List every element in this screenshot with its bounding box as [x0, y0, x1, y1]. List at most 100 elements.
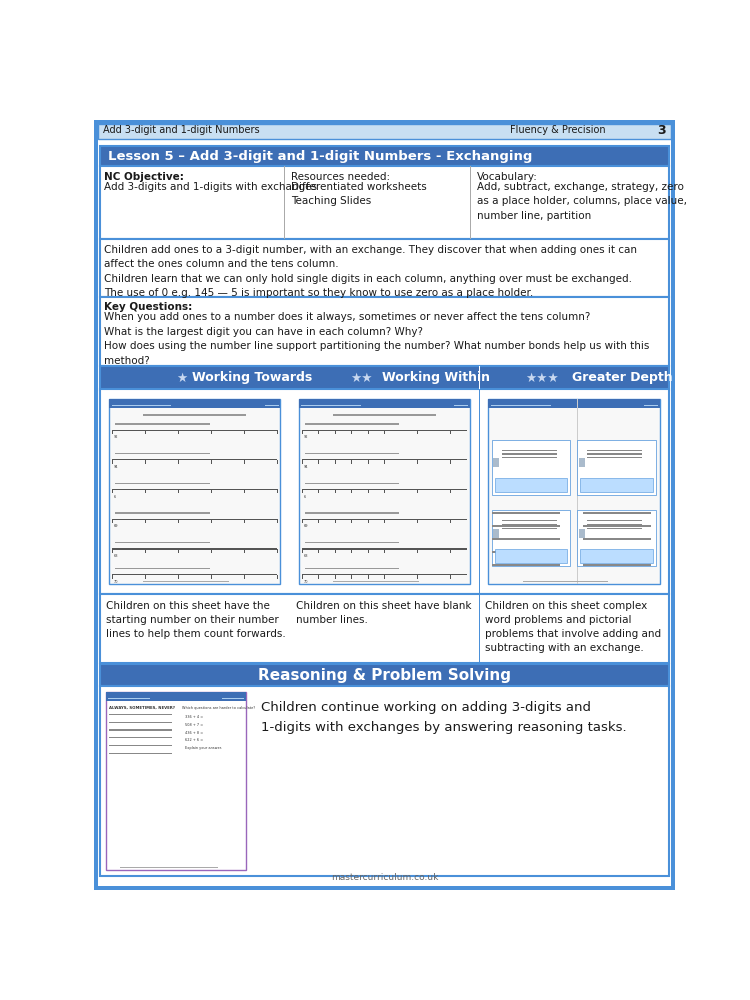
Bar [333, 414, 436, 416]
Text: ★★: ★★ [350, 371, 373, 384]
Bar [116, 542, 209, 543]
Text: 94: 94 [304, 465, 308, 469]
Bar [112, 489, 278, 490]
Text: 63: 63 [114, 554, 118, 558]
Bar [587, 528, 642, 529]
Text: Children on this sheet complex
word problems and pictorial
problems that involve: Children on this sheet complex word prob… [485, 601, 662, 653]
Bar [100, 686, 669, 876]
Bar [110, 399, 280, 584]
Bar [580, 478, 652, 492]
Bar [644, 405, 658, 406]
Bar [305, 568, 399, 569]
Bar [116, 423, 209, 425]
Bar [116, 483, 209, 484]
Text: 69: 69 [304, 524, 308, 528]
Bar [491, 525, 560, 527]
Text: 336 + 4 =: 336 + 4 = [185, 715, 203, 719]
Bar [305, 542, 399, 543]
Text: 508 + 7 =: 508 + 7 = [185, 723, 203, 727]
Text: Working Within: Working Within [382, 371, 490, 384]
Text: Children add ones to a 3-digit number, with an exchange. They discover that when: Children add ones to a 3-digit number, w… [104, 245, 637, 298]
Bar [298, 399, 470, 584]
Bar [502, 520, 556, 521]
Text: 92: 92 [114, 435, 118, 439]
Text: Explain your answer.: Explain your answer. [185, 746, 222, 750]
Bar [491, 564, 560, 566]
Bar [116, 453, 209, 454]
Bar [100, 664, 669, 686]
Bar [112, 405, 172, 406]
Bar [112, 548, 278, 550]
Text: 94: 94 [114, 465, 118, 469]
Bar [265, 405, 279, 406]
Text: Fluency & Precision: Fluency & Precision [510, 125, 605, 135]
Bar [100, 366, 669, 389]
Bar [479, 389, 480, 594]
Text: ★★★: ★★★ [525, 371, 559, 384]
Bar [479, 366, 480, 389]
Bar [112, 519, 278, 520]
Bar [577, 510, 656, 566]
Bar [223, 698, 244, 699]
Bar [305, 453, 399, 454]
Bar [502, 528, 556, 529]
Bar [454, 405, 468, 406]
Text: Children continue working on adding 3-digits and
1-digits with exchanges by answ: Children continue working on adding 3-di… [261, 701, 627, 734]
Text: ALWAYS, SOMETIMES, NEVER?: ALWAYS, SOMETIMES, NEVER? [110, 706, 176, 710]
Bar [302, 459, 466, 460]
Text: Greater Depth: Greater Depth [572, 371, 672, 384]
Bar [587, 457, 642, 458]
Bar [112, 574, 278, 575]
Bar [583, 525, 651, 527]
Bar [583, 512, 651, 514]
Text: 6: 6 [114, 495, 116, 499]
Bar [583, 564, 651, 566]
Bar [587, 524, 642, 525]
Bar [110, 399, 280, 408]
Text: Vocabulary:: Vocabulary: [476, 172, 538, 182]
Text: Add 3-digit and 1-digit Numbers: Add 3-digit and 1-digit Numbers [103, 125, 260, 135]
Text: 70: 70 [114, 580, 118, 584]
Bar [587, 520, 642, 521]
Bar [580, 549, 652, 563]
Bar [98, 124, 671, 139]
Bar [502, 524, 556, 525]
Bar [112, 430, 278, 431]
Bar [502, 450, 556, 451]
Bar [143, 414, 246, 416]
Text: mastercurriculum.co.uk: mastercurriculum.co.uk [331, 873, 438, 882]
Bar [109, 698, 150, 699]
Text: 3: 3 [658, 124, 666, 137]
Bar [583, 551, 651, 553]
Bar [110, 745, 172, 746]
Bar [302, 574, 466, 575]
Bar [106, 692, 246, 870]
Text: 622 + 6 =: 622 + 6 = [185, 738, 203, 742]
Bar [302, 548, 466, 550]
Text: 6: 6 [304, 495, 306, 499]
Bar [110, 722, 172, 723]
Bar [502, 457, 556, 458]
Bar [305, 483, 399, 484]
Bar [495, 549, 567, 563]
Bar [110, 729, 172, 731]
Text: Which questions are harder to calculate?: Which questions are harder to calculate? [182, 706, 255, 710]
Bar [491, 510, 570, 566]
Text: When you add ones to a number does it always, sometimes or never affect the tens: When you add ones to a number does it al… [104, 312, 650, 366]
Text: 70: 70 [304, 580, 308, 584]
Bar [491, 440, 570, 495]
Bar [100, 146, 669, 166]
Bar [284, 166, 285, 239]
Text: Reasoning & Problem Solving: Reasoning & Problem Solving [258, 668, 511, 683]
Bar [491, 512, 560, 514]
Bar [305, 423, 399, 425]
Text: Lesson 5 – Add 3-digit and 1-digit Numbers - Exchanging: Lesson 5 – Add 3-digit and 1-digit Numbe… [108, 150, 532, 163]
Bar [302, 489, 466, 490]
Bar [587, 453, 642, 455]
Bar [100, 389, 669, 594]
Bar [302, 430, 466, 431]
Bar [305, 512, 399, 514]
Bar [583, 538, 651, 540]
Text: Children on this sheet have blank
number lines.: Children on this sheet have blank number… [296, 601, 471, 625]
Text: 92: 92 [304, 435, 308, 439]
